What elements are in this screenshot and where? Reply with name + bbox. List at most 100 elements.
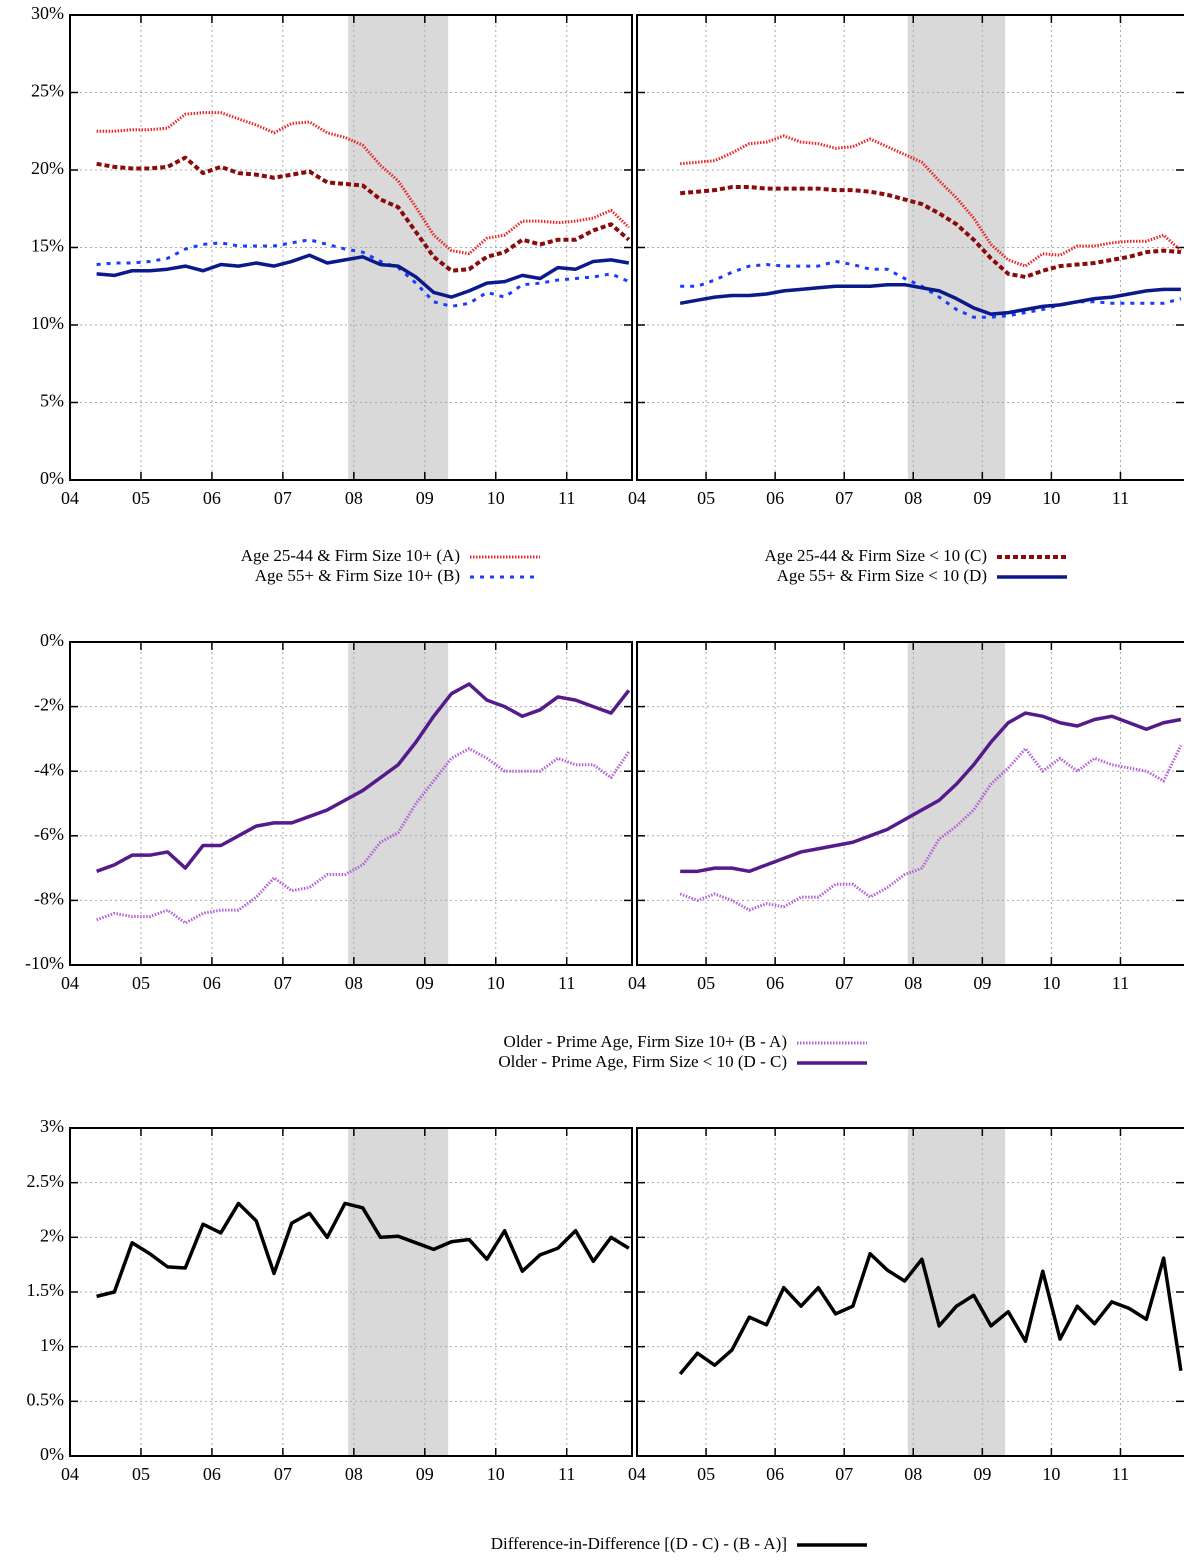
x-tick-label: 09 bbox=[973, 1464, 991, 1484]
x-tick-label: 08 bbox=[904, 1464, 922, 1484]
plot-frame bbox=[69, 1127, 633, 1457]
recession-shade bbox=[907, 642, 1006, 965]
x-tick-label: 11 bbox=[1112, 488, 1129, 508]
y-tick-label: 0.5% bbox=[27, 1389, 65, 1409]
y-tick-label: -10% bbox=[25, 953, 64, 973]
legend-label: Age 55+ & Firm Size 10+ (B) bbox=[255, 566, 460, 585]
plot-frame bbox=[69, 641, 633, 966]
x-tick-label: 09 bbox=[973, 973, 991, 993]
recession-shade bbox=[348, 15, 449, 480]
y-tick-label: 3% bbox=[40, 1116, 64, 1136]
y-tick-label: 1.5% bbox=[27, 1280, 65, 1300]
y-tick-label: 1% bbox=[40, 1335, 64, 1355]
x-tick-label: 05 bbox=[132, 1464, 150, 1484]
y-tick-label: 0% bbox=[40, 1444, 64, 1464]
x-tick-label: 11 bbox=[1112, 973, 1129, 993]
y-tick-label: 2% bbox=[40, 1225, 64, 1245]
x-tick-label: 06 bbox=[203, 488, 221, 508]
x-tick-label: 09 bbox=[973, 488, 991, 508]
x-tick-label: 07 bbox=[835, 488, 853, 508]
y-tick-label: 10% bbox=[31, 313, 64, 333]
x-tick-label: 07 bbox=[835, 1464, 853, 1484]
x-tick-label: 06 bbox=[766, 973, 784, 993]
x-tick-label: 06 bbox=[766, 488, 784, 508]
x-tick-label: 04 bbox=[628, 488, 646, 508]
legend-label: Age 55+ & Firm Size < 10 (D) bbox=[777, 566, 987, 585]
plot-frame bbox=[69, 14, 633, 481]
y-tick-label: 5% bbox=[40, 391, 64, 411]
x-tick-label: 10 bbox=[487, 973, 505, 993]
series-line bbox=[96, 682, 631, 873]
plot-frame bbox=[636, 641, 1184, 966]
legend-label: Older - Prime Age, Firm Size < 10 (D - C… bbox=[498, 1052, 787, 1071]
legend-label: Older - Prime Age, Firm Size 10+ (B - A) bbox=[504, 1032, 787, 1051]
x-tick-label: 07 bbox=[274, 1464, 292, 1484]
series-line bbox=[680, 711, 1182, 874]
x-tick-label: 04 bbox=[61, 488, 79, 508]
y-tick-label: 15% bbox=[31, 236, 64, 256]
y-tick-label: 0% bbox=[40, 468, 64, 488]
series-line bbox=[96, 111, 630, 256]
x-tick-label: 04 bbox=[61, 973, 79, 993]
x-tick-label: 05 bbox=[132, 488, 150, 508]
series-line bbox=[96, 1201, 630, 1299]
x-tick-label: 08 bbox=[345, 488, 363, 508]
x-tick-label: 08 bbox=[345, 1464, 363, 1484]
recession-shade bbox=[348, 1128, 449, 1456]
y-tick-label: -4% bbox=[34, 759, 64, 779]
x-tick-label: 07 bbox=[274, 488, 292, 508]
y-tick-label: 20% bbox=[31, 158, 64, 178]
series-line bbox=[679, 185, 1182, 279]
series-line bbox=[96, 747, 631, 925]
series-line bbox=[679, 282, 1181, 316]
x-tick-label: 05 bbox=[132, 973, 150, 993]
x-tick-label: 06 bbox=[203, 973, 221, 993]
legend-label: Age 25-44 & Firm Size 10+ (A) bbox=[241, 546, 460, 565]
x-tick-label: 08 bbox=[904, 973, 922, 993]
series-line bbox=[680, 134, 1182, 268]
plot-frame bbox=[636, 1127, 1184, 1457]
legend-label: Age 25-44 & Firm Size < 10 (C) bbox=[764, 546, 987, 565]
series-line bbox=[96, 155, 631, 273]
y-tick-label: 0% bbox=[40, 630, 64, 650]
series-line bbox=[96, 238, 630, 308]
legend-label: Difference-in-Difference [(D - C) - (B -… bbox=[491, 1534, 787, 1553]
x-tick-label: 05 bbox=[697, 1464, 715, 1484]
x-tick-label: 09 bbox=[416, 1464, 434, 1484]
x-tick-label: 05 bbox=[697, 973, 715, 993]
x-tick-label: 11 bbox=[1112, 1464, 1129, 1484]
y-tick-label: -6% bbox=[34, 824, 64, 844]
x-tick-label: 04 bbox=[628, 973, 646, 993]
series-line bbox=[96, 253, 630, 299]
x-tick-label: 05 bbox=[697, 488, 715, 508]
x-tick-label: 06 bbox=[203, 1464, 221, 1484]
plot-frame bbox=[636, 14, 1184, 481]
x-tick-label: 09 bbox=[416, 973, 434, 993]
x-tick-label: 10 bbox=[487, 1464, 505, 1484]
x-tick-label: 09 bbox=[416, 488, 434, 508]
x-tick-label: 08 bbox=[904, 488, 922, 508]
y-tick-label: 25% bbox=[31, 81, 64, 101]
series-line bbox=[679, 744, 1183, 912]
x-tick-label: 11 bbox=[558, 488, 575, 508]
x-tick-label: 10 bbox=[1042, 1464, 1060, 1484]
recession-shade bbox=[348, 642, 449, 965]
x-tick-label: 11 bbox=[558, 973, 575, 993]
y-tick-label: 2.5% bbox=[27, 1171, 65, 1191]
x-tick-label: 10 bbox=[1042, 973, 1060, 993]
y-tick-label: -8% bbox=[34, 889, 64, 909]
series-line bbox=[680, 259, 1182, 319]
x-tick-label: 07 bbox=[835, 973, 853, 993]
x-tick-label: 04 bbox=[61, 1464, 79, 1484]
x-tick-label: 10 bbox=[487, 488, 505, 508]
x-tick-label: 11 bbox=[558, 1464, 575, 1484]
x-tick-label: 04 bbox=[628, 1464, 646, 1484]
series-line bbox=[678, 1251, 1183, 1376]
x-tick-label: 08 bbox=[345, 973, 363, 993]
x-tick-label: 07 bbox=[274, 973, 292, 993]
x-tick-label: 10 bbox=[1042, 488, 1060, 508]
y-tick-label: 30% bbox=[31, 3, 64, 23]
y-tick-label: -2% bbox=[34, 695, 64, 715]
